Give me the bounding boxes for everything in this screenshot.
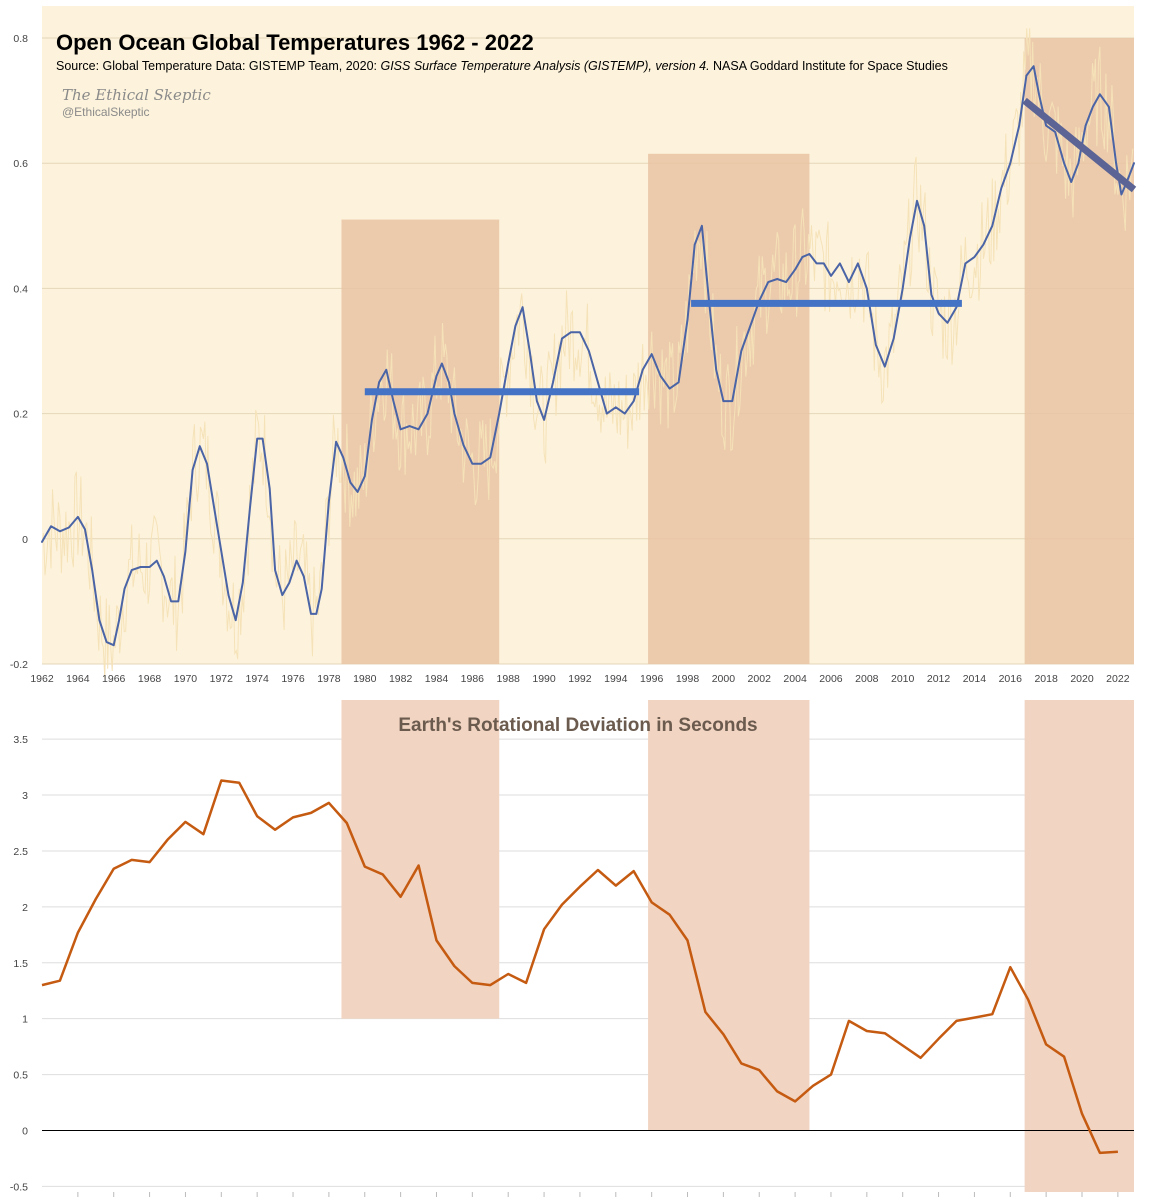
- temperature-x-tick-label: 2018: [1034, 673, 1058, 685]
- temperature-x-tick-label: 1970: [174, 673, 198, 685]
- rotation-y-tick-label: -0.5: [10, 1181, 28, 1193]
- temperature-x-tick-label: 2014: [963, 673, 987, 685]
- temperature-x-tick-label: 1976: [281, 673, 305, 685]
- temperature-x-tick-label: 1964: [66, 673, 90, 685]
- temperature-gridlines: [42, 37, 1134, 665]
- temperature-y-tick-label: 0.2: [13, 409, 28, 421]
- temperature-y-tick-label: 0.8: [13, 33, 28, 45]
- temperature-smoothed-line: [41, 65, 1135, 647]
- temperature-shaded-period: [341, 219, 500, 665]
- rotation-gridlines: [42, 738, 1134, 1187]
- temperature-x-tick-label: 1968: [138, 673, 162, 685]
- rotation-y-tick-label: 1.5: [13, 958, 28, 970]
- temperature-x-tick-label: 1986: [461, 673, 485, 685]
- rotation-y-tick-labels: -0.5 0 0.5 1 1.5 2 2.5 3 3.5: [10, 734, 28, 1193]
- rotation-y-tick-label: 2.5: [13, 846, 28, 858]
- temperature-x-tick-label: 1980: [353, 673, 377, 685]
- temperature-x-tick-label: 1996: [640, 673, 664, 685]
- temperature-x-tick-label: 1966: [102, 673, 126, 685]
- temperature-x-tick-label: 2012: [927, 673, 951, 685]
- rotation-shaded-periods: [341, 700, 1134, 1192]
- temperature-x-tick-label: 1962: [30, 673, 54, 685]
- rotation-chart-title: Earth's Rotational Deviation in Seconds: [398, 715, 757, 736]
- rotation-y-tick-label: 0.5: [13, 1070, 28, 1082]
- temperature-x-tick-label: 2000: [712, 673, 736, 685]
- temperature-y-tick-label: 0: [22, 534, 28, 546]
- temperature-x-tick-label: 2006: [819, 673, 843, 685]
- temperature-x-tick-label: 1984: [425, 673, 449, 685]
- rotation-y-tick-label: 3.5: [13, 734, 28, 746]
- temperature-x-tick-label: 2016: [999, 673, 1023, 685]
- source-suffix: NASA Goddard Institute for Space Studies: [710, 59, 948, 73]
- rotation-shaded-period: [1024, 700, 1134, 1192]
- temperature-raw-series: [41, 28, 1134, 679]
- rotation-x-ticks: [77, 1192, 1119, 1197]
- temperature-x-tick-label: 2020: [1070, 673, 1094, 685]
- rotation-y-tick-label: 0: [22, 1126, 28, 1138]
- temperature-trend-line: [1022, 97, 1137, 193]
- rotation-shaded-period: [648, 700, 810, 1131]
- rotation-y-tick-label: 2: [22, 902, 28, 914]
- rotation-deviation-line: [41, 779, 1118, 1155]
- temperature-chart: -0.200.20.40.60.8 1962 1964 1966 1968 1970 19…: [10, 6, 1137, 685]
- temperature-shaded-period: [648, 153, 810, 664]
- temperature-x-tick-label: 1988: [497, 673, 521, 685]
- temperature-x-tick-labels: 1962 1964 1966 1968 1970 1972 1974 1976 1978 1980…: [30, 673, 1129, 685]
- temperature-x-tick-label: 2004: [783, 673, 807, 685]
- temperature-y-tick-label: 0.6: [13, 158, 28, 170]
- temperature-chart-source: Source: Global Temperature Data: GISTEMP…: [56, 59, 948, 73]
- rotation-y-tick-label: 3: [22, 790, 28, 802]
- temperature-x-tick-label: 1982: [389, 673, 413, 685]
- temperature-y-tick-labels: -0.2 0 0.2 0.4 0.6 0.8: [10, 33, 28, 671]
- source-prefix: Source: Global Temperature Data: GISTEMP…: [56, 59, 380, 73]
- rotation-series: [41, 779, 1118, 1155]
- temperature-x-tick-label: 2002: [748, 673, 772, 685]
- temperature-chart-title: Open Ocean Global Temperatures 1962 - 20…: [56, 30, 534, 55]
- temperature-raw-line: [41, 28, 1134, 679]
- temperature-x-tick-label: 2022: [1106, 673, 1130, 685]
- temperature-x-tick-label: 2010: [891, 673, 915, 685]
- rotation-y-tick-label: 1: [22, 1014, 28, 1026]
- temperature-series: [41, 65, 1137, 647]
- rotation-chart: -0.5 0 0.5 1 1.5 2 2.5 3 3.5 Earth's Rotational …: [10, 700, 1134, 1197]
- temperature-x-tick-label: 2008: [855, 673, 879, 685]
- temperature-x-tick-label: 1992: [568, 673, 592, 685]
- temperature-y-tick-label: -0.2: [10, 659, 28, 671]
- temperature-x-tick-label: 1994: [604, 673, 628, 685]
- temperature-x-tick-label: 1998: [676, 673, 700, 685]
- temperature-y-tick-label: 0.4: [13, 283, 28, 295]
- source-italic: GISS Surface Temperature Analysis (GISTE…: [380, 59, 709, 73]
- temperature-x-tick-label: 1978: [317, 673, 341, 685]
- temperature-x-tick-label: 1972: [210, 673, 234, 685]
- temperature-x-tick-label: 1990: [532, 673, 556, 685]
- rotation-shaded-period: [341, 700, 500, 1019]
- temperature-x-tick-label: 1974: [245, 673, 269, 685]
- watermark-script: The Ethical Skeptic: [62, 86, 211, 104]
- watermark-handle: @EthicalSkeptic: [62, 105, 150, 119]
